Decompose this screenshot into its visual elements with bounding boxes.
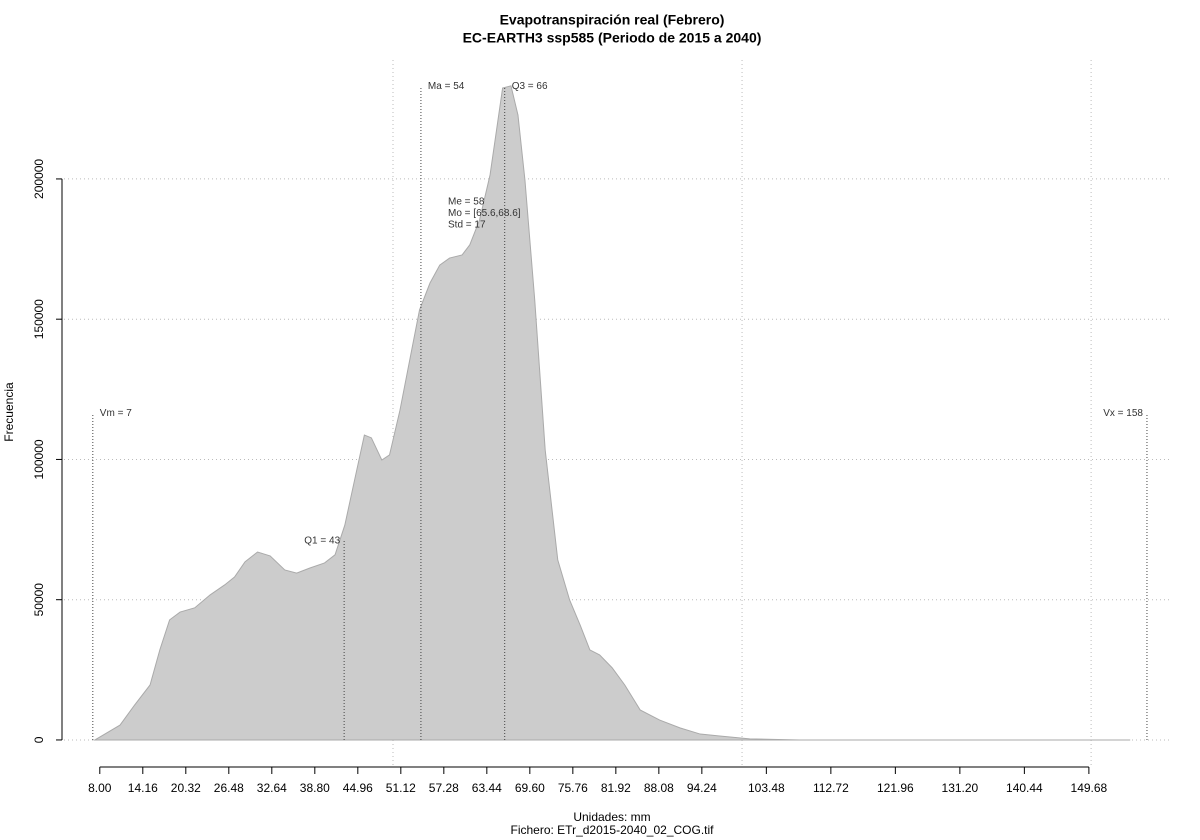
y-tick-label: 200000 [32, 159, 46, 199]
x-tick-label: 69.60 [515, 781, 545, 795]
density-area [93, 85, 1131, 741]
x-tick-label: 8.00 [88, 781, 112, 795]
stat-note: Mo = [65.6,68.6] [448, 208, 521, 219]
stat-label: Q3 = 66 [512, 81, 548, 92]
x-tick-label: 75.76 [558, 781, 588, 795]
x-tick-label: 20.32 [171, 781, 201, 795]
chart-subtitle: EC-EARTH3 ssp585 (Periodo de 2015 a 2040… [463, 30, 762, 46]
x-tick-label: 32.64 [257, 781, 287, 795]
chart-title: Evapotranspiración real (Febrero) [500, 12, 725, 28]
stat-label: Q1 = 43 [304, 535, 340, 546]
y-tick-label: 0 [32, 736, 46, 743]
y-tick-label: 100000 [32, 439, 46, 479]
stat-label: Ma = 54 [428, 81, 465, 92]
x-tick-label: 121.96 [877, 781, 914, 795]
x-tick-label: 38.80 [300, 781, 330, 795]
x-tick-label: 149.68 [1071, 781, 1108, 795]
x-tick-label: 112.72 [813, 781, 849, 795]
stat-label: Vm = 7 [100, 408, 132, 419]
x-tick-label: 63.44 [472, 781, 502, 795]
stat-note: Me = 58 [448, 197, 485, 208]
x-tick-label: 57.28 [429, 781, 459, 795]
stat-note: Std = 17 [448, 220, 486, 231]
x-tick-label: 103.48 [748, 781, 785, 795]
y-tick-label: 150000 [32, 299, 46, 339]
x-tick-label: 14.16 [128, 781, 158, 795]
caption: Fichero: ETr_d2015-2040_02_COG.tif [511, 823, 715, 837]
x-tick-label: 131.20 [942, 781, 979, 795]
y-axis-label: Frecuencia [2, 382, 16, 442]
x-tick-label: 140.44 [1006, 781, 1043, 795]
y-tick-label: 50000 [32, 583, 46, 617]
stat-label: Vx = 158 [1103, 408, 1143, 419]
x-tick-label: 44.96 [343, 781, 373, 795]
x-axis-label: Unidades: mm [573, 810, 650, 824]
x-tick-label: 26.48 [214, 781, 244, 795]
x-tick-label: 88.08 [644, 781, 674, 795]
x-tick-label: 51.12 [386, 781, 416, 795]
x-tick-label: 94.24 [687, 781, 717, 795]
x-tick-label: 81.92 [601, 781, 631, 795]
